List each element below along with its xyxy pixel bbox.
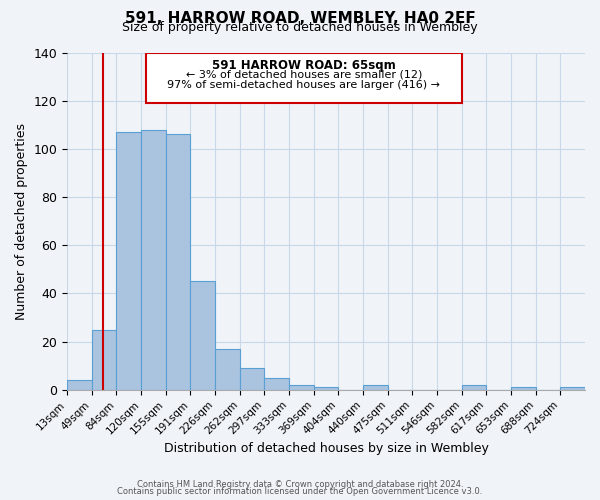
Text: ← 3% of detached houses are smaller (12): ← 3% of detached houses are smaller (12): [185, 70, 422, 80]
Bar: [363, 385, 388, 390]
Y-axis label: Number of detached properties: Number of detached properties: [15, 122, 28, 320]
Bar: [265, 378, 289, 390]
Bar: [314, 388, 338, 390]
Text: 591 HARROW ROAD: 65sqm: 591 HARROW ROAD: 65sqm: [212, 58, 396, 71]
Bar: [146, 52, 462, 103]
Text: 97% of semi-detached houses are larger (416) →: 97% of semi-detached houses are larger (…: [167, 80, 440, 90]
Text: Size of property relative to detached houses in Wembley: Size of property relative to detached ho…: [122, 22, 478, 35]
Bar: [511, 388, 536, 390]
Text: Contains HM Land Registry data © Crown copyright and database right 2024.: Contains HM Land Registry data © Crown c…: [137, 480, 463, 489]
Text: 591, HARROW ROAD, WEMBLEY, HA0 2EF: 591, HARROW ROAD, WEMBLEY, HA0 2EF: [125, 11, 475, 26]
Bar: [116, 132, 141, 390]
Bar: [92, 330, 116, 390]
Bar: [289, 385, 314, 390]
X-axis label: Distribution of detached houses by size in Wembley: Distribution of detached houses by size …: [164, 442, 488, 455]
Bar: [67, 380, 92, 390]
Bar: [166, 134, 190, 390]
Bar: [190, 282, 215, 390]
Text: Contains public sector information licensed under the Open Government Licence v3: Contains public sector information licen…: [118, 487, 482, 496]
Bar: [215, 349, 240, 390]
Bar: [240, 368, 265, 390]
Bar: [141, 130, 166, 390]
Bar: [462, 385, 487, 390]
Bar: [560, 388, 585, 390]
